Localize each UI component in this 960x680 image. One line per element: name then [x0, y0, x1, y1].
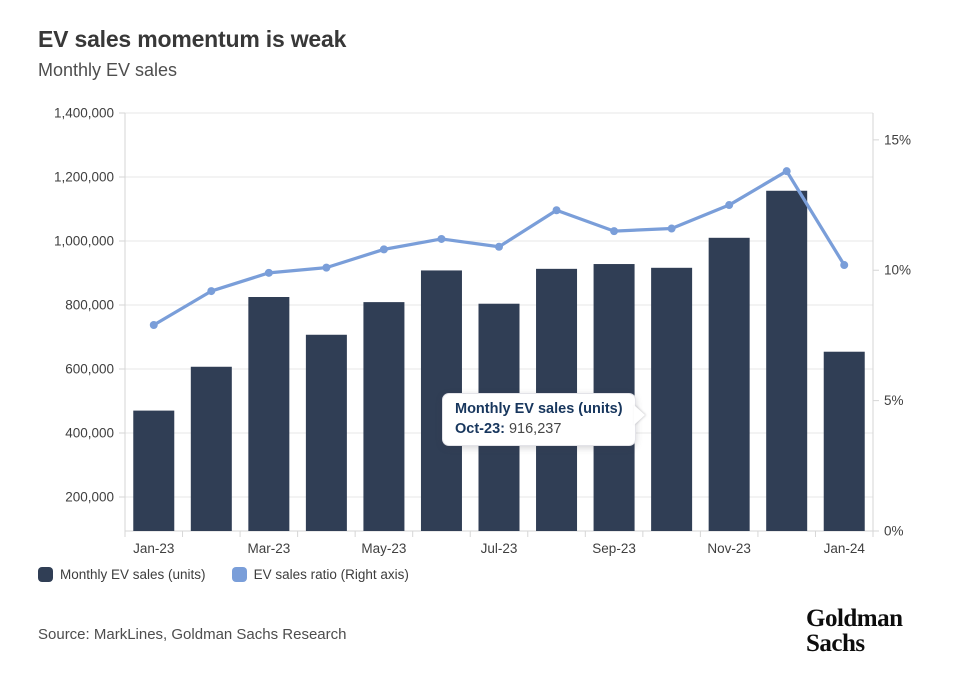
tooltip: Monthly EV sales (units) Oct-23: 916,237: [442, 393, 645, 447]
line-point-sep-23[interactable]: [610, 227, 619, 236]
line-point-jan-24[interactable]: [840, 261, 849, 270]
right-axis-tick-label: 0%: [884, 524, 904, 539]
line-point-jan-23[interactable]: [149, 320, 158, 329]
bar-feb-23[interactable]: [190, 366, 232, 531]
chart-subtitle: Monthly EV sales: [38, 60, 178, 80]
x-axis-tick-label: Jul-23: [481, 541, 518, 556]
legend-label-bar: Monthly EV sales (units): [60, 567, 206, 582]
line-point-nov-23[interactable]: [725, 201, 734, 210]
page-title: EV sales momentum is weak: [38, 26, 347, 52]
legend: Monthly EV sales (units) EV sales ratio …: [38, 567, 409, 582]
line-point-feb-23[interactable]: [207, 287, 216, 296]
x-axis-tick-label: Jan-23: [133, 541, 174, 556]
x-axis-tick-label: Nov-23: [707, 541, 751, 556]
bar-oct-23[interactable]: [651, 267, 693, 531]
right-axis-tick-label: 5%: [884, 393, 904, 408]
x-axis-tick-label: May-23: [361, 541, 406, 556]
legend-label-line: EV sales ratio (Right axis): [253, 567, 409, 582]
line-point-oct-23[interactable]: [667, 224, 676, 233]
left-axis-tick-label: 1,200,000: [54, 170, 114, 185]
bar-jan-23[interactable]: [133, 410, 175, 531]
bar-mar-23[interactable]: [248, 297, 290, 531]
x-axis-tick-label: Mar-23: [247, 541, 290, 556]
bar-apr-23[interactable]: [305, 334, 347, 531]
x-axis-tick-label: Sep-23: [592, 541, 636, 556]
line-point-apr-23[interactable]: [322, 263, 331, 272]
tooltip-series-name: Monthly EV sales (units): [455, 401, 623, 417]
bar-dec-23[interactable]: [766, 190, 808, 531]
left-axis-tick-label: 200,000: [65, 490, 114, 505]
left-axis-tick-label: 1,400,000: [54, 106, 114, 121]
legend-item-ev-sales-ratio[interactable]: EV sales ratio (Right axis): [231, 567, 409, 582]
tooltip-arrow: [633, 405, 645, 425]
line-point-aug-23[interactable]: [552, 206, 561, 215]
left-axis-tick-label: 800,000: [65, 298, 114, 313]
logo-line-2: Sachs: [806, 630, 865, 657]
right-axis-tick-label: 15%: [884, 132, 911, 147]
line-point-jul-23[interactable]: [495, 242, 503, 251]
line-point-dec-23[interactable]: [782, 167, 791, 176]
x-axis-tick-label: Jan-24: [824, 541, 866, 556]
line-point-mar-23[interactable]: [264, 268, 273, 277]
line-point-may-23[interactable]: [379, 245, 388, 254]
left-axis-tick-label: 400,000: [65, 426, 114, 441]
source-note: Source: MarkLines, Goldman Sachs Researc…: [38, 626, 347, 643]
right-axis-tick-label: 10%: [884, 263, 911, 278]
legend-swatch-bar: [38, 567, 53, 582]
left-axis-tick-label: 1,000,000: [54, 234, 114, 249]
legend-swatch-line: [231, 567, 247, 582]
bar-jan-24[interactable]: [823, 351, 865, 531]
left-axis-tick-label: 600,000: [65, 362, 114, 377]
logo-line-1: Goldman: [806, 605, 903, 632]
tooltip-value: 916,237: [508, 420, 562, 437]
bar-nov-23[interactable]: [708, 237, 750, 532]
bar-may-23[interactable]: [363, 302, 405, 531]
tooltip-category-label: Oct-23:: [455, 420, 505, 437]
legend-item-monthly-ev-sales[interactable]: Monthly EV sales (units): [38, 567, 206, 582]
line-point-jun-23[interactable]: [437, 234, 446, 243]
goldman-sachs-logo: Goldman Sachs: [806, 606, 903, 656]
